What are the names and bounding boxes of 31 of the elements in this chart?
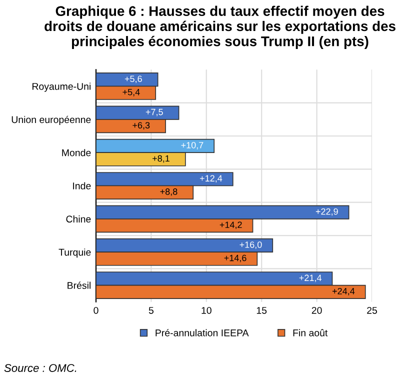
data-label: +24,4 [332, 288, 355, 296]
y-tick-label: Union européenne [12, 116, 91, 126]
data-label: +8,1 [152, 155, 170, 163]
data-label: +12,4 [200, 175, 222, 183]
data-label: +5,6 [124, 76, 142, 84]
data-label: +21,4 [299, 274, 322, 282]
legend-label: Pré-annulation IEEPA [156, 329, 249, 336]
y-tick-label: Monde [62, 149, 91, 156]
x-tick-label: 20 [312, 306, 322, 314]
data-label: +8,8 [160, 188, 178, 196]
y-tick-label: Chine [66, 215, 91, 223]
y-tick-label: Royaume-Uni [32, 82, 90, 92]
x-tick-label: 5 [148, 307, 154, 314]
data-label: +16,0 [240, 242, 262, 249]
y-tick-label: Brésil [68, 282, 90, 289]
x-tick-label: 15 [256, 307, 267, 314]
data-label: +10,7 [181, 142, 204, 150]
y-tick-label: Inde [73, 182, 91, 190]
data-label: +6,3 [132, 122, 150, 130]
chart-title: Graphique 6 : Hausses du taux effectif moyen des droits de douane américains sur les exportations des principales économies sous Trump II (en pts) [44, 6, 396, 49]
data-label: +14,2 [220, 222, 242, 230]
y-tick-label: Turquie [58, 248, 91, 258]
data-label: +7,5 [146, 108, 163, 116]
legend-label: Fin août [293, 329, 328, 336]
data-label: +14,6 [224, 254, 246, 262]
x-tick-label: 0 [94, 306, 98, 314]
x-tick-label: 10 [202, 306, 212, 314]
source-note: Source : OMC. [4, 364, 76, 372]
data-label: +5,4 [122, 89, 140, 96]
x-tick-label: 25 [367, 306, 377, 314]
data-label: +22,9 [316, 208, 338, 216]
